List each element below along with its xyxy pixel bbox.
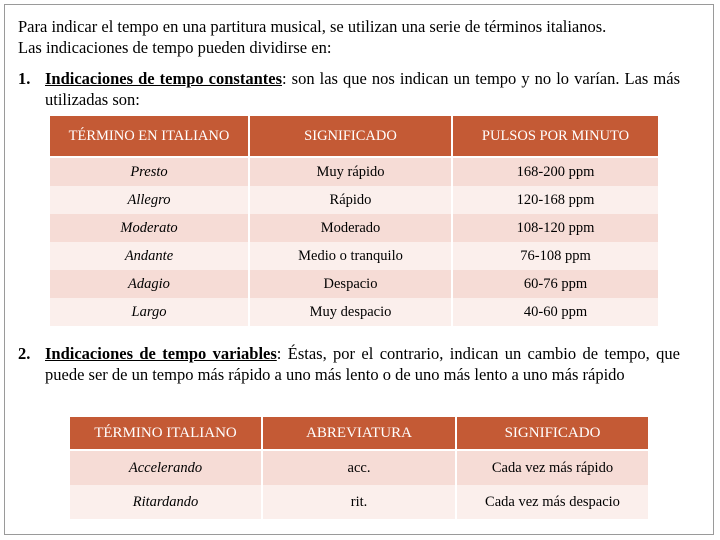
- meaning-cell: Medio o tranquilo: [248, 242, 453, 270]
- meaning-cell: Despacio: [248, 270, 453, 298]
- list-number: 1.: [18, 69, 31, 88]
- list-item-heading: Indicaciones de tempo variables: [45, 344, 277, 363]
- list-item-text: Indicaciones de tempo constantes: son la…: [45, 68, 680, 110]
- variable-tempo-table: TÉRMINO ITALIANO ABREVIATURA SIGNIFICADO…: [68, 415, 650, 519]
- table-row: Adagio Despacio 60-76 ppm: [48, 270, 660, 298]
- meaning-cell: Cada vez más despacio: [455, 485, 650, 519]
- intro-line-1: Para indicar el tempo en una partitura m…: [18, 17, 607, 36]
- table-row: Largo Muy despacio 40-60 ppm: [48, 298, 660, 326]
- abbreviation-cell: acc.: [261, 450, 457, 485]
- meaning-cell: Muy rápido: [248, 157, 453, 186]
- table-header-row: TÉRMINO ITALIANO ABREVIATURA SIGNIFICADO: [68, 415, 650, 451]
- meaning-cell: Muy despacio: [248, 298, 453, 326]
- list-item-constant-tempo: 1. Indicaciones de tempo constantes: son…: [18, 68, 680, 110]
- header-term: TÉRMINO EN ITALIANO: [48, 114, 250, 158]
- table-header-row: TÉRMINO EN ITALIANO SIGNIFICADO PULSOS P…: [48, 114, 660, 158]
- term-cell: Allegro: [48, 186, 250, 214]
- bpm-cell: 168-200 ppm: [451, 157, 660, 186]
- meaning-cell: Cada vez más rápido: [455, 450, 650, 485]
- bpm-cell: 108-120 ppm: [451, 214, 660, 242]
- list-number: 2.: [18, 344, 31, 363]
- bpm-cell: 120-168 ppm: [451, 186, 660, 214]
- term-cell: Presto: [48, 157, 250, 186]
- bpm-cell: 60-76 ppm: [451, 270, 660, 298]
- list-item-text: Indicaciones de tempo variables: Éstas, …: [45, 343, 680, 385]
- table-row: Allegro Rápido 120-168 ppm: [48, 186, 660, 214]
- header-abbreviation: ABREVIATURA: [261, 415, 457, 451]
- abbreviation-cell: rit.: [261, 485, 457, 519]
- meaning-cell: Moderado: [248, 214, 453, 242]
- header-term: TÉRMINO ITALIANO: [68, 415, 263, 451]
- term-cell: Adagio: [48, 270, 250, 298]
- bpm-cell: 40-60 ppm: [451, 298, 660, 326]
- list-item-description: : Éstas, por el contrario, indican un ca…: [45, 344, 680, 384]
- constant-tempo-table: TÉRMINO EN ITALIANO SIGNIFICADO PULSOS P…: [48, 114, 660, 326]
- header-bpm: PULSOS POR MINUTO: [451, 114, 660, 158]
- term-cell: Largo: [48, 298, 250, 326]
- header-meaning: SIGNIFICADO: [248, 114, 453, 158]
- term-cell: Accelerando: [68, 450, 263, 485]
- list-item-variable-tempo: 2. Indicaciones de tempo variables: Ésta…: [18, 343, 680, 385]
- intro-paragraph: Para indicar el tempo en una partitura m…: [18, 16, 680, 58]
- list-item-heading: Indicaciones de tempo constantes: [45, 69, 283, 88]
- meaning-cell: Rápido: [248, 186, 453, 214]
- table-row: Accelerando acc. Cada vez más rápido: [68, 450, 650, 485]
- intro-line-2: Las indicaciones de tempo pueden dividir…: [18, 38, 332, 57]
- term-cell: Ritardando: [68, 485, 263, 519]
- term-cell: Andante: [48, 242, 250, 270]
- table-row: Andante Medio o tranquilo 76-108 ppm: [48, 242, 660, 270]
- term-cell: Moderato: [48, 214, 250, 242]
- bpm-cell: 76-108 ppm: [451, 242, 660, 270]
- table-row: Moderato Moderado 108-120 ppm: [48, 214, 660, 242]
- table-row: Presto Muy rápido 168-200 ppm: [48, 157, 660, 186]
- header-meaning: SIGNIFICADO: [455, 415, 650, 451]
- list-item-description: : son las que nos indican un tempo y no …: [45, 69, 680, 109]
- table-row: Ritardando rit. Cada vez más despacio: [68, 485, 650, 519]
- slide-frame: [4, 4, 714, 535]
